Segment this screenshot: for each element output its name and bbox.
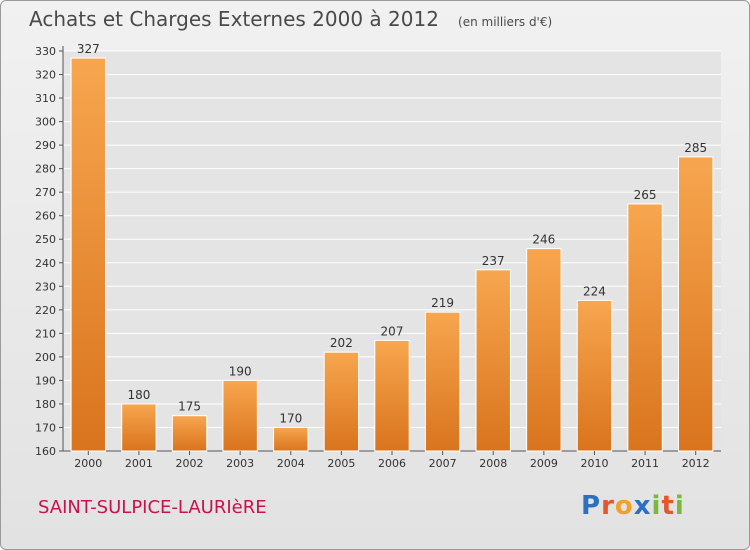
data-label: 180 [127, 388, 150, 402]
x-tick-label: 2011 [631, 457, 659, 470]
bar [526, 248, 562, 452]
y-tick-label: 310 [35, 92, 56, 105]
y-tick-label: 210 [35, 327, 56, 340]
bar [424, 311, 461, 452]
y-tick-label: 180 [35, 398, 56, 411]
bar [171, 415, 208, 452]
bar [121, 403, 157, 452]
x-tick-label: 2001 [125, 457, 153, 470]
chart-unit: (en milliers d'€) [458, 15, 553, 29]
x-tick-label: 2008 [479, 457, 507, 470]
data-label: 219 [431, 296, 454, 310]
x-tick-label: 2009 [530, 457, 558, 470]
data-label: 285 [684, 141, 707, 155]
x-tick-label: 2004 [277, 457, 305, 470]
bar [576, 299, 613, 452]
y-tick-label: 300 [35, 116, 56, 129]
data-label: 202 [330, 336, 353, 350]
bar [374, 339, 410, 452]
y-tick-label: 250 [35, 233, 56, 246]
data-label: 207 [381, 324, 404, 338]
y-tick-label: 320 [35, 69, 56, 82]
data-label: 190 [229, 364, 252, 378]
y-tick-label: 190 [35, 374, 56, 387]
logo-letter: o [614, 491, 634, 521]
x-tick-label: 2003 [226, 457, 254, 470]
y-tick-label: 330 [35, 45, 56, 58]
x-tick-label: 2005 [327, 457, 355, 470]
x-tick-label: 2007 [429, 457, 457, 470]
x-tick-label: 2006 [378, 457, 406, 470]
data-label: 246 [532, 233, 555, 247]
logo-letter: t [661, 491, 675, 521]
bar [677, 156, 714, 452]
data-label: 175 [178, 400, 201, 414]
y-tick-label: 170 [35, 421, 56, 434]
proxiti-logo: Proxiti [581, 491, 685, 521]
data-label: 224 [583, 284, 606, 298]
y-tick-label: 290 [35, 139, 56, 152]
data-label: 237 [482, 254, 505, 268]
chart-title-block: Achats et Charges Externes 2000 à 2012 (… [29, 7, 552, 31]
x-tick-label: 2012 [682, 457, 710, 470]
y-tick-label: 230 [35, 280, 56, 293]
logo-letter: r [601, 491, 615, 521]
y-tick-label: 260 [35, 210, 56, 223]
bar [627, 203, 663, 452]
x-tick-label: 2010 [580, 457, 608, 470]
y-tick-label: 240 [35, 257, 56, 270]
logo-letter: P [581, 491, 602, 521]
data-label: 327 [77, 42, 100, 56]
chart-title: Achats et Charges Externes 2000 à 2012 [29, 7, 439, 31]
bar [222, 379, 258, 452]
y-tick-label: 280 [35, 163, 56, 176]
commune-name: SAINT-SULPICE-LAURIèRE [38, 497, 267, 518]
data-label: 265 [634, 188, 657, 202]
logo-letter: i [674, 491, 685, 521]
bar [475, 269, 511, 452]
bar [70, 57, 107, 452]
logo-letter: i [651, 491, 662, 521]
data-label: 170 [279, 411, 302, 425]
y-tick-label: 160 [35, 445, 56, 458]
bar [273, 426, 309, 452]
y-tick-label: 220 [35, 304, 56, 317]
bar [323, 351, 360, 452]
x-tick-label: 2000 [74, 457, 102, 470]
y-tick-label: 270 [35, 186, 56, 199]
y-tick-label: 200 [35, 351, 56, 364]
logo-letter: x [633, 491, 652, 521]
x-tick-label: 2002 [176, 457, 204, 470]
